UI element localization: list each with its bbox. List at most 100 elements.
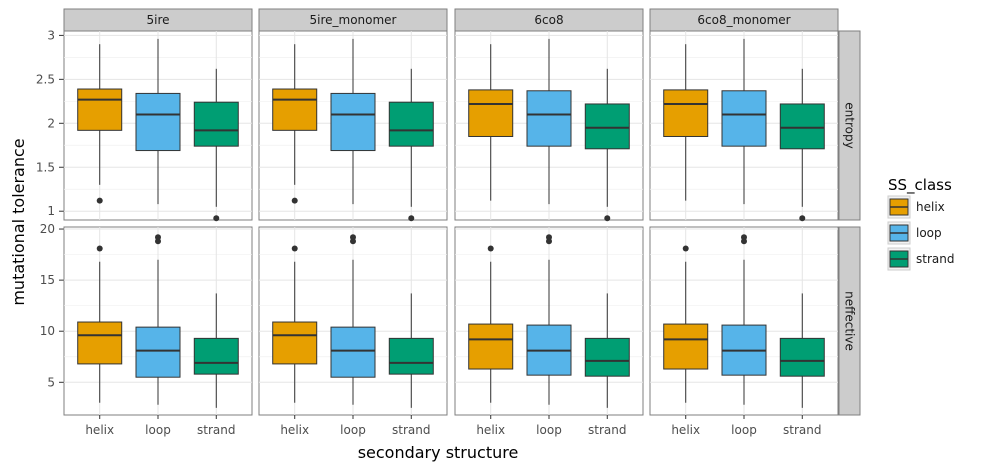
box-iqr xyxy=(779,103,825,150)
x-tick-label: helix xyxy=(85,423,114,437)
x-tick-label: strand xyxy=(783,423,821,437)
box-loop xyxy=(330,234,376,405)
box-strand xyxy=(388,68,434,222)
outlier-point xyxy=(682,245,689,252)
x-tick-label: helix xyxy=(671,423,700,437)
box-helix xyxy=(77,44,123,204)
outlier-point xyxy=(408,215,415,222)
x-tick-label: loop xyxy=(731,423,757,437)
facet-row-strip-1 xyxy=(838,226,861,416)
y-tick-label: 2 xyxy=(47,116,55,130)
y-axis-label: mutational tolerance xyxy=(9,138,28,305)
box-iqr xyxy=(135,92,181,152)
box-iqr xyxy=(77,321,123,365)
outlier-point xyxy=(155,234,161,241)
box-strand xyxy=(193,68,239,222)
box-iqr xyxy=(330,92,376,152)
facet-row-label: entropy xyxy=(843,102,857,148)
box-iqr xyxy=(584,103,630,150)
box-loop xyxy=(721,38,767,205)
outlier-point xyxy=(741,234,747,241)
outlier-point xyxy=(291,245,298,252)
legend-label: loop xyxy=(916,226,942,240)
x-tick-label: loop xyxy=(340,423,366,437)
x-tick-label: strand xyxy=(588,423,626,437)
x-tick-label: loop xyxy=(145,423,171,437)
box-helix xyxy=(468,44,514,201)
outlier-point xyxy=(350,234,356,241)
box-helix xyxy=(663,44,709,201)
box-loop xyxy=(135,38,181,205)
facet-column-label: 6co8 xyxy=(534,13,563,27)
legend-title: SS_class xyxy=(888,176,952,195)
box-iqr xyxy=(135,326,181,378)
outlier-point xyxy=(487,245,494,252)
facet-column-label: 5ire_monomer xyxy=(309,13,396,27)
outlier-point xyxy=(604,215,611,222)
x-tick-label: helix xyxy=(280,423,309,437)
y-tick-label: 5 xyxy=(47,375,55,389)
box-iqr xyxy=(663,323,709,370)
box-iqr xyxy=(779,337,825,377)
box-iqr xyxy=(388,337,434,375)
box-helix xyxy=(272,245,318,403)
facet-row-strip-0 xyxy=(838,30,861,221)
box-strand xyxy=(779,293,825,408)
y-tick-label: 1 xyxy=(47,204,55,218)
y-tick-label: 20 xyxy=(40,222,55,236)
legend-key-strand xyxy=(887,247,911,271)
legend: SS_class helix loop strand xyxy=(887,176,954,271)
box-iqr xyxy=(388,101,434,147)
box-iqr xyxy=(468,89,514,137)
box-iqr xyxy=(526,90,572,147)
x-tick-label: strand xyxy=(392,423,430,437)
x-tick-label: loop xyxy=(536,423,562,437)
box-iqr xyxy=(468,323,514,370)
box-iqr xyxy=(663,89,709,137)
box-iqr xyxy=(272,321,318,365)
box-iqr xyxy=(272,88,318,131)
legend-key-loop xyxy=(887,221,911,245)
box-helix xyxy=(77,245,123,403)
outlier-point xyxy=(96,197,103,204)
legend-label: helix xyxy=(916,200,945,214)
y-tick-label: 3 xyxy=(47,28,55,42)
box-iqr xyxy=(584,337,630,377)
outlier-point xyxy=(799,215,806,222)
outlier-point xyxy=(291,197,298,204)
outlier-point xyxy=(213,215,220,222)
box-strand xyxy=(193,293,239,408)
box-loop xyxy=(135,234,181,405)
x-tick-label: helix xyxy=(476,423,505,437)
box-iqr xyxy=(77,88,123,131)
box-strand xyxy=(584,68,630,222)
box-strand xyxy=(584,293,630,408)
box-helix xyxy=(663,245,709,403)
box-helix xyxy=(272,44,318,204)
box-loop xyxy=(330,38,376,205)
outlier-point xyxy=(546,234,552,241)
y-tick-label: 10 xyxy=(40,324,55,338)
box-strand xyxy=(779,68,825,222)
y-tick-label: 15 xyxy=(40,273,55,287)
box-iqr xyxy=(330,326,376,378)
box-strand xyxy=(388,293,434,408)
box-helix xyxy=(468,245,514,403)
box-loop xyxy=(721,234,767,405)
box-iqr xyxy=(193,337,239,375)
box-loop xyxy=(526,234,572,405)
y-tick-label: 1.5 xyxy=(36,160,55,174)
facet-column-label: 5ire xyxy=(146,13,169,27)
x-axis-label: secondary structure xyxy=(358,443,519,462)
legend-key-helix xyxy=(887,195,911,219)
outlier-point xyxy=(96,245,103,252)
box-loop xyxy=(526,38,572,205)
box-iqr xyxy=(193,101,239,147)
x-tick-label: strand xyxy=(197,423,235,437)
box-iqr xyxy=(721,90,767,147)
y-tick-label: 2.5 xyxy=(36,72,55,86)
legend-label: strand xyxy=(916,252,954,266)
facet-column-label: 6co8_monomer xyxy=(697,13,790,27)
